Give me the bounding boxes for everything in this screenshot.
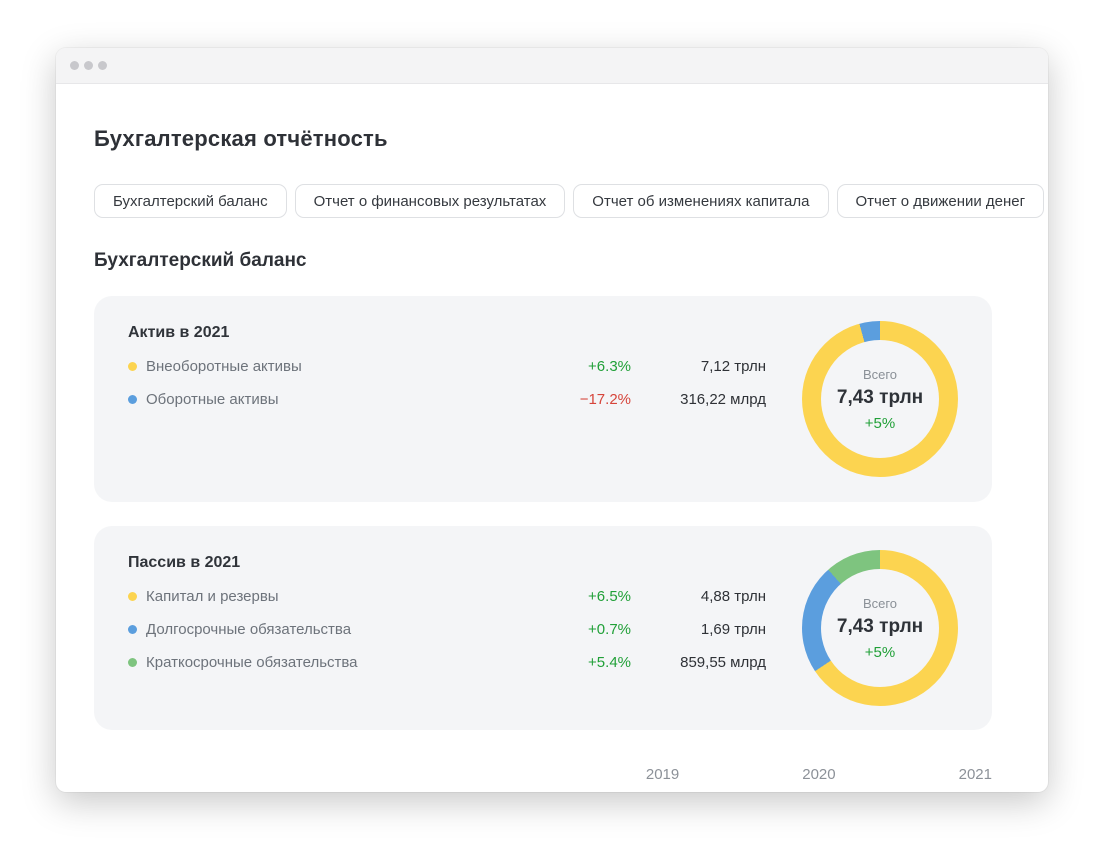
legend-dot-icon <box>128 592 137 601</box>
window-controls[interactable] <box>70 61 107 70</box>
donut-center-change: +5% <box>864 414 896 432</box>
assets-legend: Внеоборотные активы +6.3% 7,12 трлн Обор… <box>128 358 766 408</box>
tab-balance-sheet[interactable]: Бухгалтерский баланс <box>94 184 287 218</box>
row-value: 1,69 трлн <box>700 621 766 638</box>
year-2021[interactable]: 2021 <box>958 766 992 783</box>
change-badge: +0.7% <box>588 621 631 638</box>
legend-row: Краткосрочные обязательства +5.4% 859,55… <box>128 654 766 671</box>
window-control-dot-icon[interactable] <box>70 61 79 70</box>
row-value: 859,55 млрд <box>680 654 766 671</box>
row-value: 4,88 трлн <box>700 588 766 605</box>
legend-label: Внеоборотные активы <box>146 358 302 375</box>
legend-dot-icon <box>128 625 137 634</box>
donut-center-value: 7,43 трлн <box>836 615 924 637</box>
legend-label: Капитал и резервы <box>146 588 279 605</box>
legend-row: Оборотные активы −17.2% 316,22 млрд <box>128 391 766 408</box>
window-control-dot-icon[interactable] <box>98 61 107 70</box>
assets-card-title: Актив в 2021 <box>128 324 230 341</box>
row-value: 316,22 млрд <box>680 391 766 408</box>
donut-center: Всего 7,43 трлн +5% <box>821 340 939 458</box>
year-2020[interactable]: 2020 <box>802 766 836 783</box>
change-badge: −17.2% <box>579 391 631 408</box>
tab-equity-changes[interactable]: Отчет об изменениях капитала <box>573 184 829 218</box>
donut-center-value: 7,43 трлн <box>836 386 924 408</box>
row-value: 7,12 трлн <box>700 358 766 375</box>
donut-center-change: +5% <box>864 643 896 661</box>
legend-row: Капитал и резервы +6.5% 4,88 трлн <box>128 588 766 605</box>
report-tabs: Бухгалтерский баланс Отчет о финансовых … <box>94 184 1045 218</box>
change-badge: +6.3% <box>588 358 631 375</box>
liabilities-card: Пассив в 2021 Капитал и резервы +6.5% 4,… <box>94 526 992 730</box>
assets-card: Актив в 2021 Внеоборотные активы +6.3% 7… <box>94 296 992 502</box>
donut-center-label: Всего <box>862 595 898 611</box>
donut-center-label: Всего <box>862 366 898 382</box>
page-title: Бухгалтерская отчётность <box>94 126 388 151</box>
section-title: Бухгалтерский баланс <box>94 250 307 271</box>
donut-center: Всего 7,43 трлн +5% <box>821 569 939 687</box>
tab-financial-results[interactable]: Отчет о финансовых результатах <box>294 184 566 218</box>
tab-cash-flow[interactable]: Отчет о движении денег <box>836 184 1045 218</box>
assets-donut-chart: Всего 7,43 трлн +5% <box>802 321 958 477</box>
legend-label: Оборотные активы <box>146 391 279 408</box>
window-control-dot-icon[interactable] <box>84 61 93 70</box>
legend-dot-icon <box>128 658 137 667</box>
year-2019[interactable]: 2019 <box>645 766 680 783</box>
legend-row: Внеоборотные активы +6.3% 7,12 трлн <box>128 358 766 375</box>
window-titlebar <box>56 48 1048 84</box>
page-content: Бухгалтерская отчётность Бухгалтерский б… <box>56 126 1048 783</box>
change-badge: +5.4% <box>588 654 631 671</box>
legend-dot-icon <box>128 362 137 371</box>
legend-row: Долгосрочные обязательства +0.7% 1,69 тр… <box>128 621 766 638</box>
liabilities-card-title: Пассив в 2021 <box>128 554 241 571</box>
year-selector: 2019 2020 2021 <box>94 766 992 783</box>
legend-dot-icon <box>128 395 137 404</box>
liabilities-legend: Капитал и резервы +6.5% 4,88 трлн Долгос… <box>128 588 766 671</box>
app-window: Бухгалтерская отчётность Бухгалтерский б… <box>56 48 1048 792</box>
change-badge: +6.5% <box>588 588 631 605</box>
legend-label: Краткосрочные обязательства <box>146 654 358 671</box>
legend-label: Долгосрочные обязательства <box>146 621 352 638</box>
liabilities-donut-chart: Всего 7,43 трлн +5% <box>802 550 958 706</box>
